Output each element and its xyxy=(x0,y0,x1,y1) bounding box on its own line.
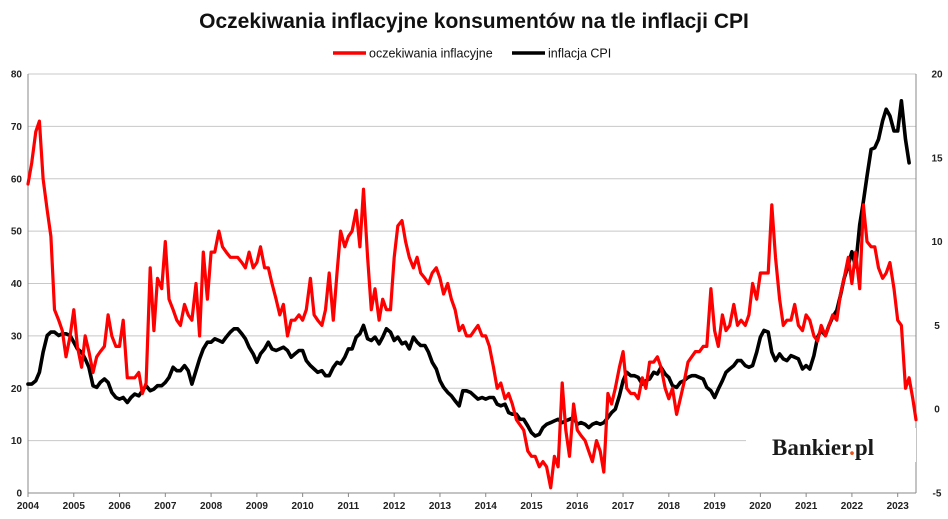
left-tick-label: 70 xyxy=(11,122,23,133)
left-tick-label: 30 xyxy=(11,331,23,342)
logo-suffix: pl xyxy=(855,435,874,460)
x-tick-label: 2016 xyxy=(566,501,589,512)
x-tick-label: 2007 xyxy=(154,501,177,512)
x-tick-label: 2011 xyxy=(338,501,360,512)
x-tick-label: 2015 xyxy=(520,501,543,512)
left-axis-ticks: 0 10 20 30 40 50 60 70 80 xyxy=(11,70,23,500)
svg-text:Bankier.pl: Bankier.pl xyxy=(772,435,874,460)
legend-label-1: inflacja CPI xyxy=(548,47,611,61)
right-tick-label: -5 xyxy=(933,489,942,500)
series-layer xyxy=(26,99,918,490)
left-tick-label: 10 xyxy=(11,436,23,447)
x-axis-ticks: 2004 2005 2006 2007 2008 2009 2010 2011 2012 2013… xyxy=(17,493,909,512)
x-tick-label: 2020 xyxy=(749,501,772,512)
x-tick-label: 2022 xyxy=(841,501,864,512)
x-tick-label: 2012 xyxy=(383,501,406,512)
left-tick-label: 50 xyxy=(11,227,23,238)
x-tick-label: 2006 xyxy=(108,501,131,512)
left-tick-label: 40 xyxy=(11,279,23,290)
x-tick-label: 2019 xyxy=(703,501,726,512)
x-tick-label: 2008 xyxy=(200,501,223,512)
right-axis-ticks: -5 0 5 10 15 20 xyxy=(931,70,943,500)
x-tick-label: 2023 xyxy=(887,501,910,512)
x-tick-label: 2018 xyxy=(658,501,681,512)
left-tick-label: 80 xyxy=(11,70,23,81)
right-tick-label: 5 xyxy=(934,321,940,332)
x-tick-label: 2004 xyxy=(17,501,40,512)
legend-label-0: oczekiwania inflacyjne xyxy=(369,47,493,61)
series-line-cpi xyxy=(26,99,911,438)
x-tick-label: 2013 xyxy=(429,501,452,512)
chart-title: Oczekiwania inflacyjne konsumentów na tl… xyxy=(199,10,749,33)
right-tick-label: 20 xyxy=(931,70,943,81)
x-tick-label: 2009 xyxy=(246,501,269,512)
x-tick-label: 2005 xyxy=(63,501,86,512)
x-tick-label: 2021 xyxy=(795,501,818,512)
axes xyxy=(27,74,917,494)
series-line-oczekiwania xyxy=(26,119,918,490)
bankier-logo: Bankier.pl xyxy=(746,428,916,462)
left-tick-label: 60 xyxy=(11,174,23,185)
x-tick-label: 2010 xyxy=(292,501,315,512)
logo-dot: . xyxy=(849,435,855,460)
logo-name: Bankier xyxy=(772,435,851,460)
right-tick-label: 15 xyxy=(931,153,943,164)
right-tick-label: 10 xyxy=(931,237,943,248)
x-tick-label: 2017 xyxy=(612,501,635,512)
x-tick-label: 2014 xyxy=(475,501,498,512)
right-tick-label: 0 xyxy=(934,405,940,416)
left-tick-label: 20 xyxy=(11,384,23,395)
legend: oczekiwania inflacyjne inflacja CPI xyxy=(333,47,611,61)
left-tick-label: 0 xyxy=(16,489,22,500)
